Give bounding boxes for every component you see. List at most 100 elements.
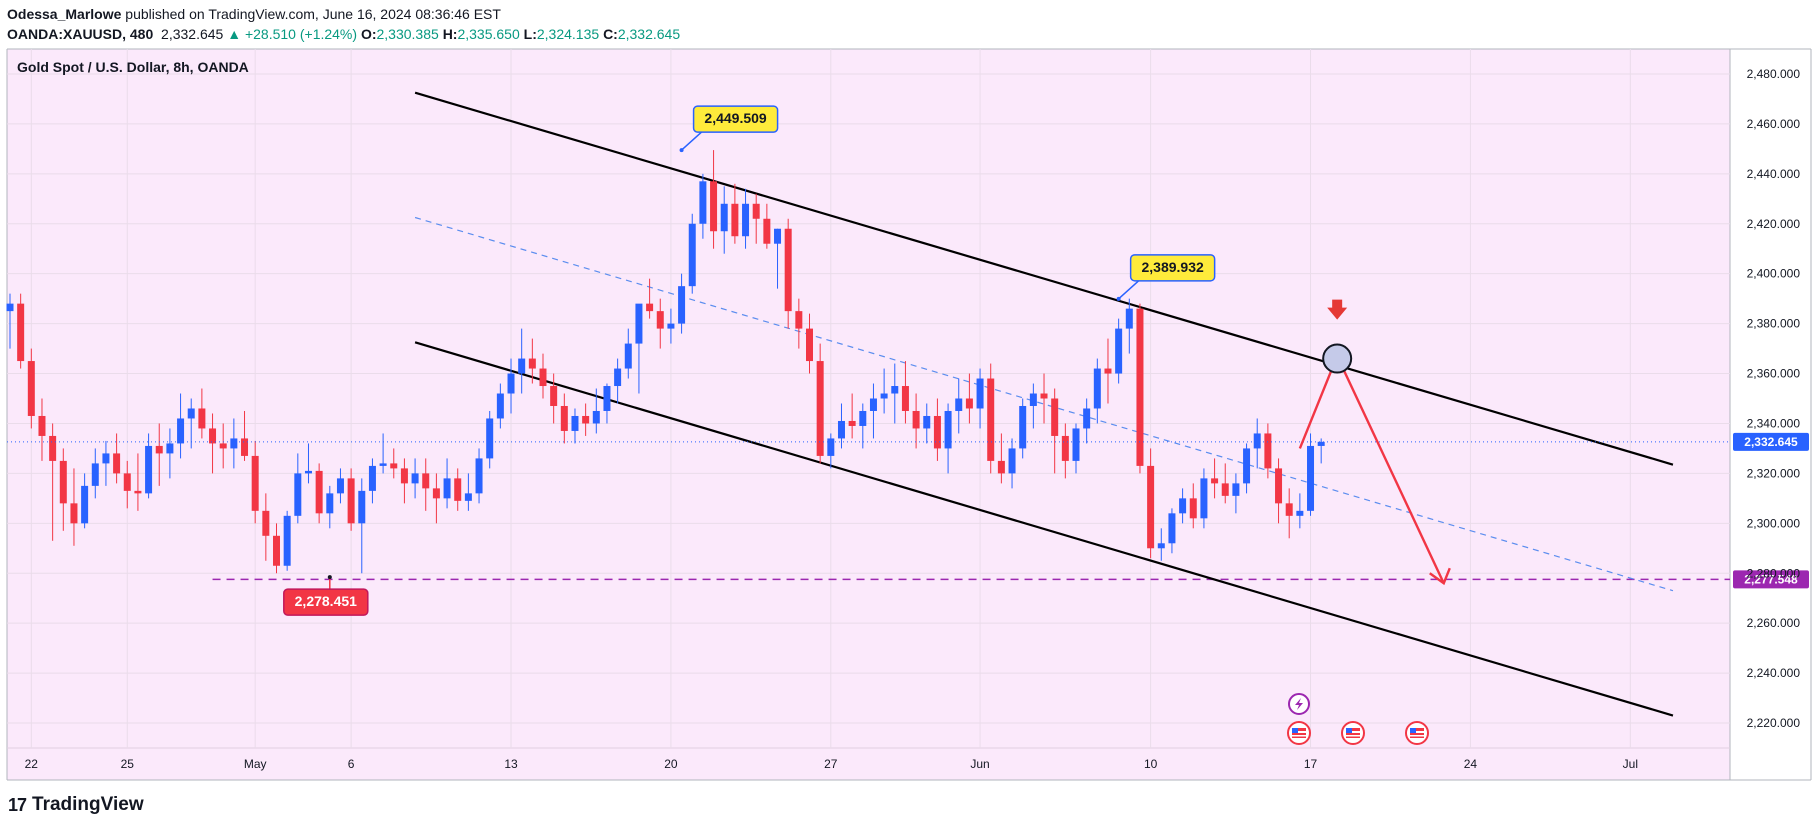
- candle-body: [987, 378, 995, 461]
- x-tick-label: 22: [25, 757, 39, 771]
- candle-body: [1040, 393, 1048, 399]
- event-icons: [1287, 693, 1429, 745]
- x-tick-label: 25: [121, 757, 135, 771]
- candle-body: [550, 386, 558, 406]
- y-tick-label: 2,420.000: [1747, 217, 1801, 231]
- x-tick-label: May: [244, 757, 267, 771]
- candle-body: [294, 473, 302, 516]
- candle-body: [571, 415, 579, 431]
- candle-body: [38, 415, 46, 436]
- candle-body: [304, 470, 312, 474]
- candle-body: [869, 398, 877, 411]
- candle-body: [91, 463, 99, 486]
- candle-body: [166, 443, 174, 454]
- candle-body: [496, 393, 504, 419]
- price-callouts: 2,449.509 2,389.932 2,278.451: [283, 105, 1216, 616]
- candle-body: [432, 488, 440, 499]
- grid-lines: [7, 49, 1730, 748]
- chart-title: Gold Spot / U.S. Dollar, 8h, OANDA: [17, 59, 249, 75]
- price-chart[interactable]: 2,277.548 2,332.645 2,449.5092,389.9322,…: [0, 0, 1818, 790]
- candle-body: [624, 343, 632, 369]
- candle-body: [848, 420, 856, 426]
- candle-body: [411, 473, 419, 484]
- x-tick-label: 13: [504, 757, 518, 771]
- support-price-tag: [1733, 570, 1809, 589]
- lightning-event-icon[interactable]: [1288, 693, 1310, 715]
- candle-body: [1200, 478, 1208, 519]
- last-price-label: 2,332.645: [1744, 435, 1798, 449]
- candle-body: [635, 303, 643, 344]
- candle-body: [1285, 503, 1293, 516]
- candle-body: [422, 473, 430, 489]
- candle-body: [464, 493, 472, 501]
- candle-body: [614, 368, 622, 387]
- price-axis: [1730, 49, 1811, 780]
- candle-body: [656, 311, 664, 329]
- candle-body: [1008, 448, 1016, 474]
- candle-body: [678, 286, 686, 324]
- candle-body: [688, 223, 696, 287]
- candle-body: [390, 463, 398, 469]
- callout-connector: [1118, 280, 1140, 300]
- candle-body: [113, 453, 121, 474]
- ohlc-line: OANDA:XAUUSD, 480 2,332.645 ▲ +28.510 (+…: [7, 24, 680, 44]
- candle-body: [752, 203, 760, 219]
- candle-body: [1264, 433, 1272, 469]
- y-axis-labels: 2,480.000 2,460.000 2,440.000 2,420.000 2,40…: [1747, 67, 1801, 730]
- candle-body: [560, 405, 568, 431]
- candles: [6, 150, 1325, 574]
- candle-body: [6, 303, 14, 312]
- author-name[interactable]: Odessa_Marlowe: [7, 6, 122, 22]
- candle-body: [955, 398, 963, 411]
- y-tick-label: 2,260.000: [1747, 616, 1801, 630]
- candle-body: [880, 393, 888, 399]
- candle-body: [720, 203, 728, 232]
- candle-body: [1211, 478, 1219, 484]
- callout-anchor-dot: [1116, 296, 1121, 301]
- candle-body: [27, 361, 35, 416]
- candle-body: [795, 311, 803, 329]
- close-label: C:: [603, 26, 618, 42]
- callout-label: 2,278.451: [295, 593, 357, 609]
- y-tick-label: 2,460.000: [1747, 117, 1801, 131]
- callout-label: 2,389.932: [1141, 259, 1203, 275]
- candle-body: [102, 453, 110, 464]
- candle-body: [646, 303, 654, 312]
- candle-body: [49, 435, 57, 461]
- candle-body: [774, 228, 782, 244]
- y-tick-label: 2,480.000: [1747, 67, 1801, 81]
- candle-body: [806, 328, 813, 362]
- low-value: 2,324.135: [536, 26, 600, 42]
- tradingview-footer[interactable]: 17 TradingView: [8, 794, 144, 816]
- x-tick-label: 20: [664, 757, 678, 771]
- candle-body: [1168, 513, 1176, 544]
- candle-body: [59, 460, 67, 504]
- candle-body: [837, 420, 845, 439]
- chart-header: Odessa_Marlowe published on TradingView.…: [7, 4, 680, 44]
- candle-body: [347, 478, 355, 524]
- candle-body: [1125, 308, 1133, 329]
- candle-body: [400, 468, 408, 484]
- candle-body: [528, 358, 536, 369]
- y-tick-label: 2,300.000: [1747, 516, 1801, 530]
- candle-body: [1232, 483, 1240, 496]
- candle-body: [710, 181, 718, 232]
- channel-lines: [414, 91, 1674, 717]
- open-label: O:: [360, 26, 377, 42]
- y-tick-label: 2,220.000: [1747, 716, 1801, 730]
- tradingview-logo: 17: [8, 794, 27, 815]
- candle-body: [273, 535, 280, 566]
- us-flag-event-icon[interactable]: [1341, 721, 1365, 745]
- candle-body: [262, 510, 270, 536]
- candle-body: [1093, 368, 1101, 409]
- candle-body: [1136, 308, 1144, 466]
- support-line: 2,277.548: [212, 570, 1809, 589]
- candle-body: [1147, 465, 1155, 549]
- us-flag-event-icon[interactable]: [1287, 721, 1311, 745]
- low-label: L:: [523, 26, 537, 42]
- y-tick-label: 2,440.000: [1747, 167, 1801, 181]
- us-flag-event-icon[interactable]: [1405, 721, 1429, 745]
- high-value: 2,335.650: [457, 26, 520, 42]
- candle-body: [315, 470, 323, 514]
- candle-body: [1307, 445, 1315, 511]
